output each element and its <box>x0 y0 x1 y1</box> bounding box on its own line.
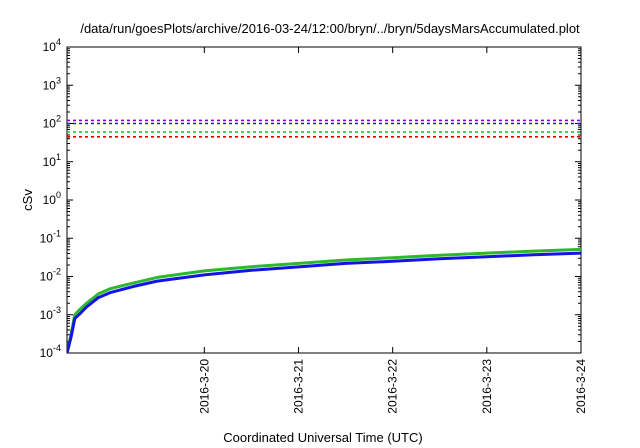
y-tick-label: 102 <box>43 114 61 131</box>
y-tick-label: 104 <box>43 37 61 54</box>
x-tick-label: 2016-3-24 <box>574 359 588 414</box>
y-tick-label-exponent: -3 <box>53 305 61 315</box>
y-tick-label-base: 10 <box>43 155 57 169</box>
plot-frame <box>66 46 582 354</box>
x-tick-label: 2016-3-21 <box>291 359 305 414</box>
y-tick-label: 10-2 <box>40 267 61 284</box>
y-tick-label-exponent: -4 <box>53 343 61 353</box>
y-tick-label-exponent: 4 <box>56 37 61 47</box>
y-tick-label-exponent: 1 <box>56 152 61 162</box>
plot-area: 10-410-310-210-11001011021031042016-3-20… <box>40 37 588 414</box>
series-line <box>67 247 581 353</box>
y-tick-label: 10-4 <box>40 343 61 360</box>
y-tick-label: 101 <box>43 152 61 169</box>
x-tick-label: 2016-3-20 <box>197 359 211 414</box>
y-tick-label-base: 10 <box>40 231 54 245</box>
y-tick-label-exponent: -2 <box>53 267 61 277</box>
y-tick-label-exponent: 0 <box>56 190 61 200</box>
chart-title: /data/run/goesPlots/archive/2016-03-24/1… <box>80 21 580 36</box>
y-tick-label-exponent: 2 <box>56 114 61 124</box>
y-tick-label: 100 <box>43 190 61 207</box>
y-tick-label-exponent: -1 <box>53 228 61 238</box>
x-tick-label: 2016-3-22 <box>386 359 400 414</box>
y-tick-label-base: 10 <box>40 270 54 284</box>
y-tick-label-base: 10 <box>43 78 57 92</box>
y-tick-label-base: 10 <box>40 308 54 322</box>
x-tick-label: 2016-3-23 <box>480 359 494 414</box>
y-tick-label: 10-1 <box>40 228 61 245</box>
y-tick-label-base: 10 <box>40 346 54 360</box>
y-tick-label: 10-3 <box>40 305 61 322</box>
y-tick-label-base: 10 <box>43 40 57 54</box>
y-axis-label: cSv <box>20 189 35 211</box>
series-line <box>67 251 581 353</box>
y-tick-label-exponent: 3 <box>56 75 61 85</box>
y-tick-label-base: 10 <box>43 117 57 131</box>
y-tick-label-base: 10 <box>43 193 57 207</box>
x-axis-label: Coordinated Universal Time (UTC) <box>223 430 422 445</box>
y-tick-label: 103 <box>43 75 61 92</box>
